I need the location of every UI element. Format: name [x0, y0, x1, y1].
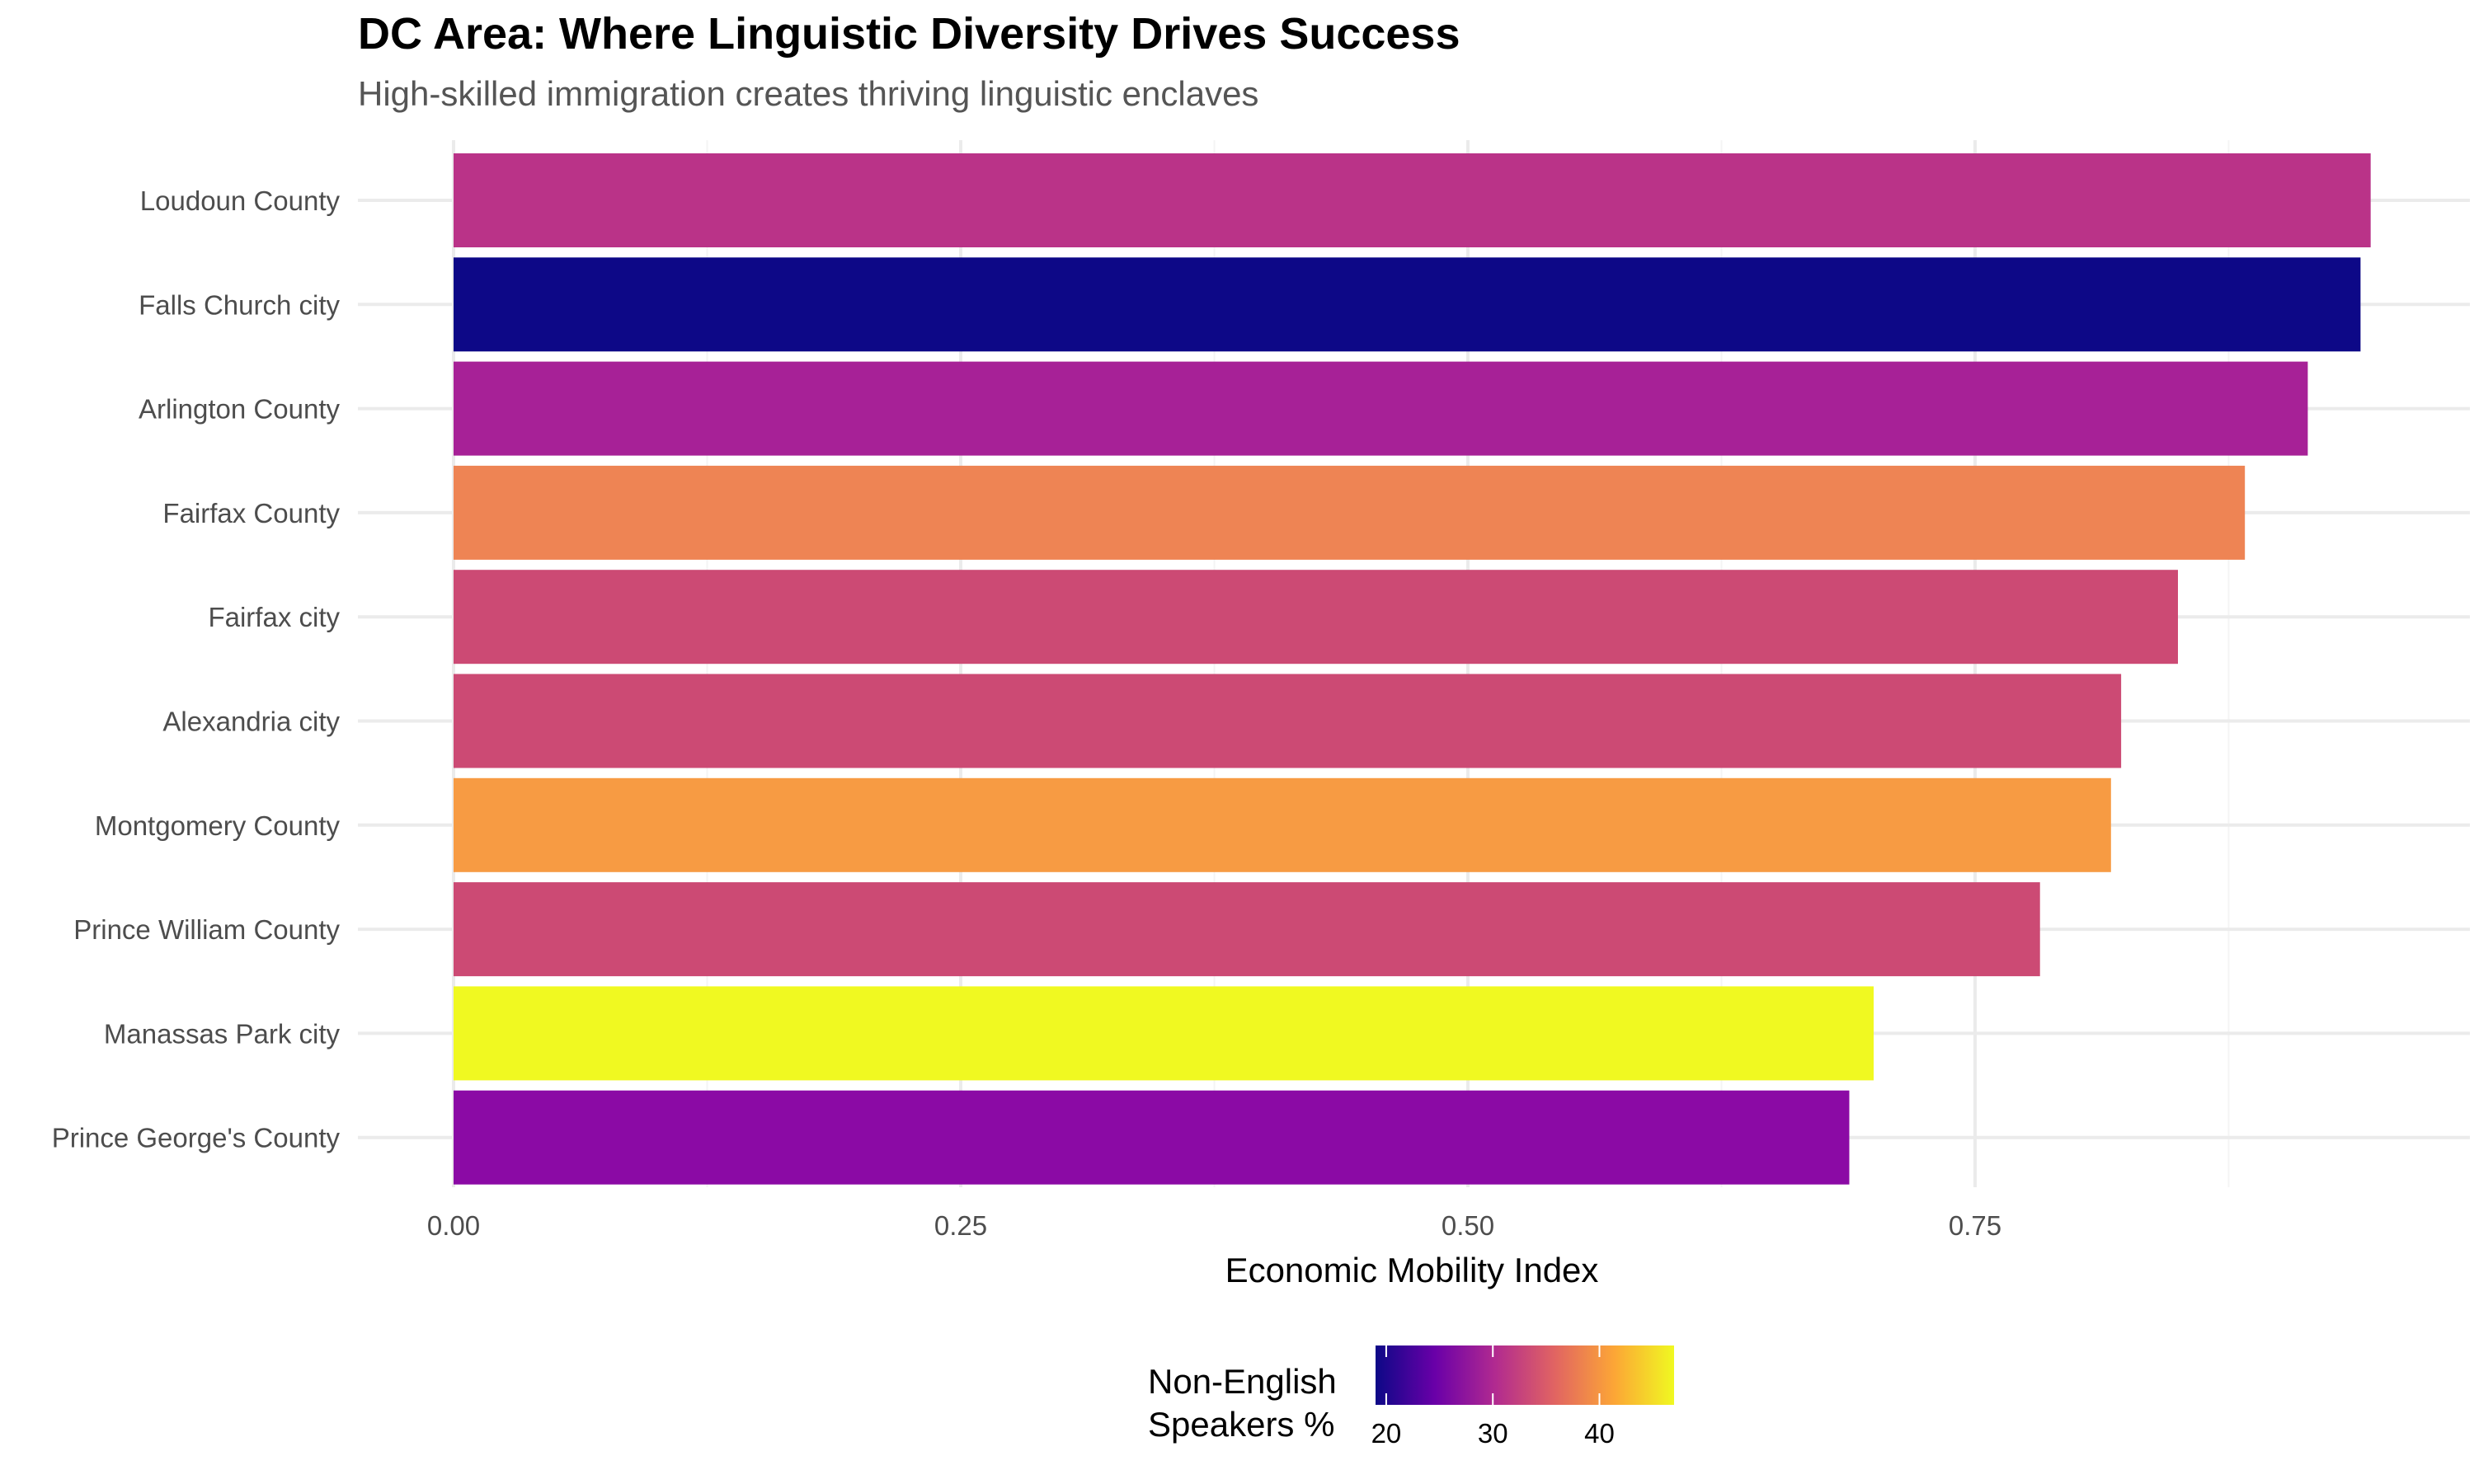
bar: [454, 361, 2308, 456]
y-tick-label: Alexandria city: [162, 707, 340, 737]
bar: [454, 674, 2122, 768]
bar: [454, 1090, 1850, 1185]
y-tick-label: Falls Church city: [139, 289, 340, 320]
x-tick-label: 0.75: [1949, 1210, 2001, 1241]
y-tick-label: Montgomery County: [95, 810, 341, 841]
x-axis-ticks: 0.00 0.25 0.50 0.75: [427, 1210, 2001, 1241]
x-tick-label: 0.25: [934, 1210, 987, 1241]
y-axis-ticks: Loudoun County Falls Church city Arlington…: [52, 186, 341, 1153]
legend-tick-label: 30: [1478, 1418, 1508, 1449]
x-tick-label: 0.50: [1442, 1210, 1494, 1241]
legend-colorbar: [1376, 1345, 1674, 1405]
bar: [454, 257, 2361, 352]
bar: [454, 570, 2178, 665]
color-legend: Non-English Speakers % 20 30 40: [1148, 1345, 1674, 1449]
y-tick-label: Fairfax County: [162, 498, 340, 528]
y-tick-label: Manassas Park city: [104, 1018, 341, 1049]
bar: [454, 882, 2040, 977]
legend-title-line: Non-English: [1148, 1362, 1337, 1401]
y-tick-label: Arlington County: [139, 394, 340, 425]
chart-subtitle: High-skilled immigration creates thrivin…: [358, 74, 1259, 113]
y-tick-label: Prince William County: [73, 914, 340, 945]
legend-title-line: Speakers %: [1148, 1405, 1334, 1444]
x-tick-label: 0.00: [427, 1210, 480, 1241]
bar: [454, 986, 1874, 1081]
bar: [454, 153, 2371, 247]
y-tick-label: Prince George's County: [52, 1123, 341, 1153]
y-tick-label: Fairfax city: [208, 602, 340, 632]
bars: [454, 153, 2371, 1185]
y-tick-label: Loudoun County: [140, 186, 341, 216]
bar: [454, 465, 2246, 560]
chart-title: DC Area: Where Linguistic Diversity Driv…: [358, 9, 1460, 59]
bar: [454, 777, 2111, 872]
x-axis-title: Economic Mobility Index: [1225, 1251, 1599, 1289]
legend-tick-label: 20: [1371, 1418, 1402, 1449]
legend-tick-label: 40: [1584, 1418, 1615, 1449]
